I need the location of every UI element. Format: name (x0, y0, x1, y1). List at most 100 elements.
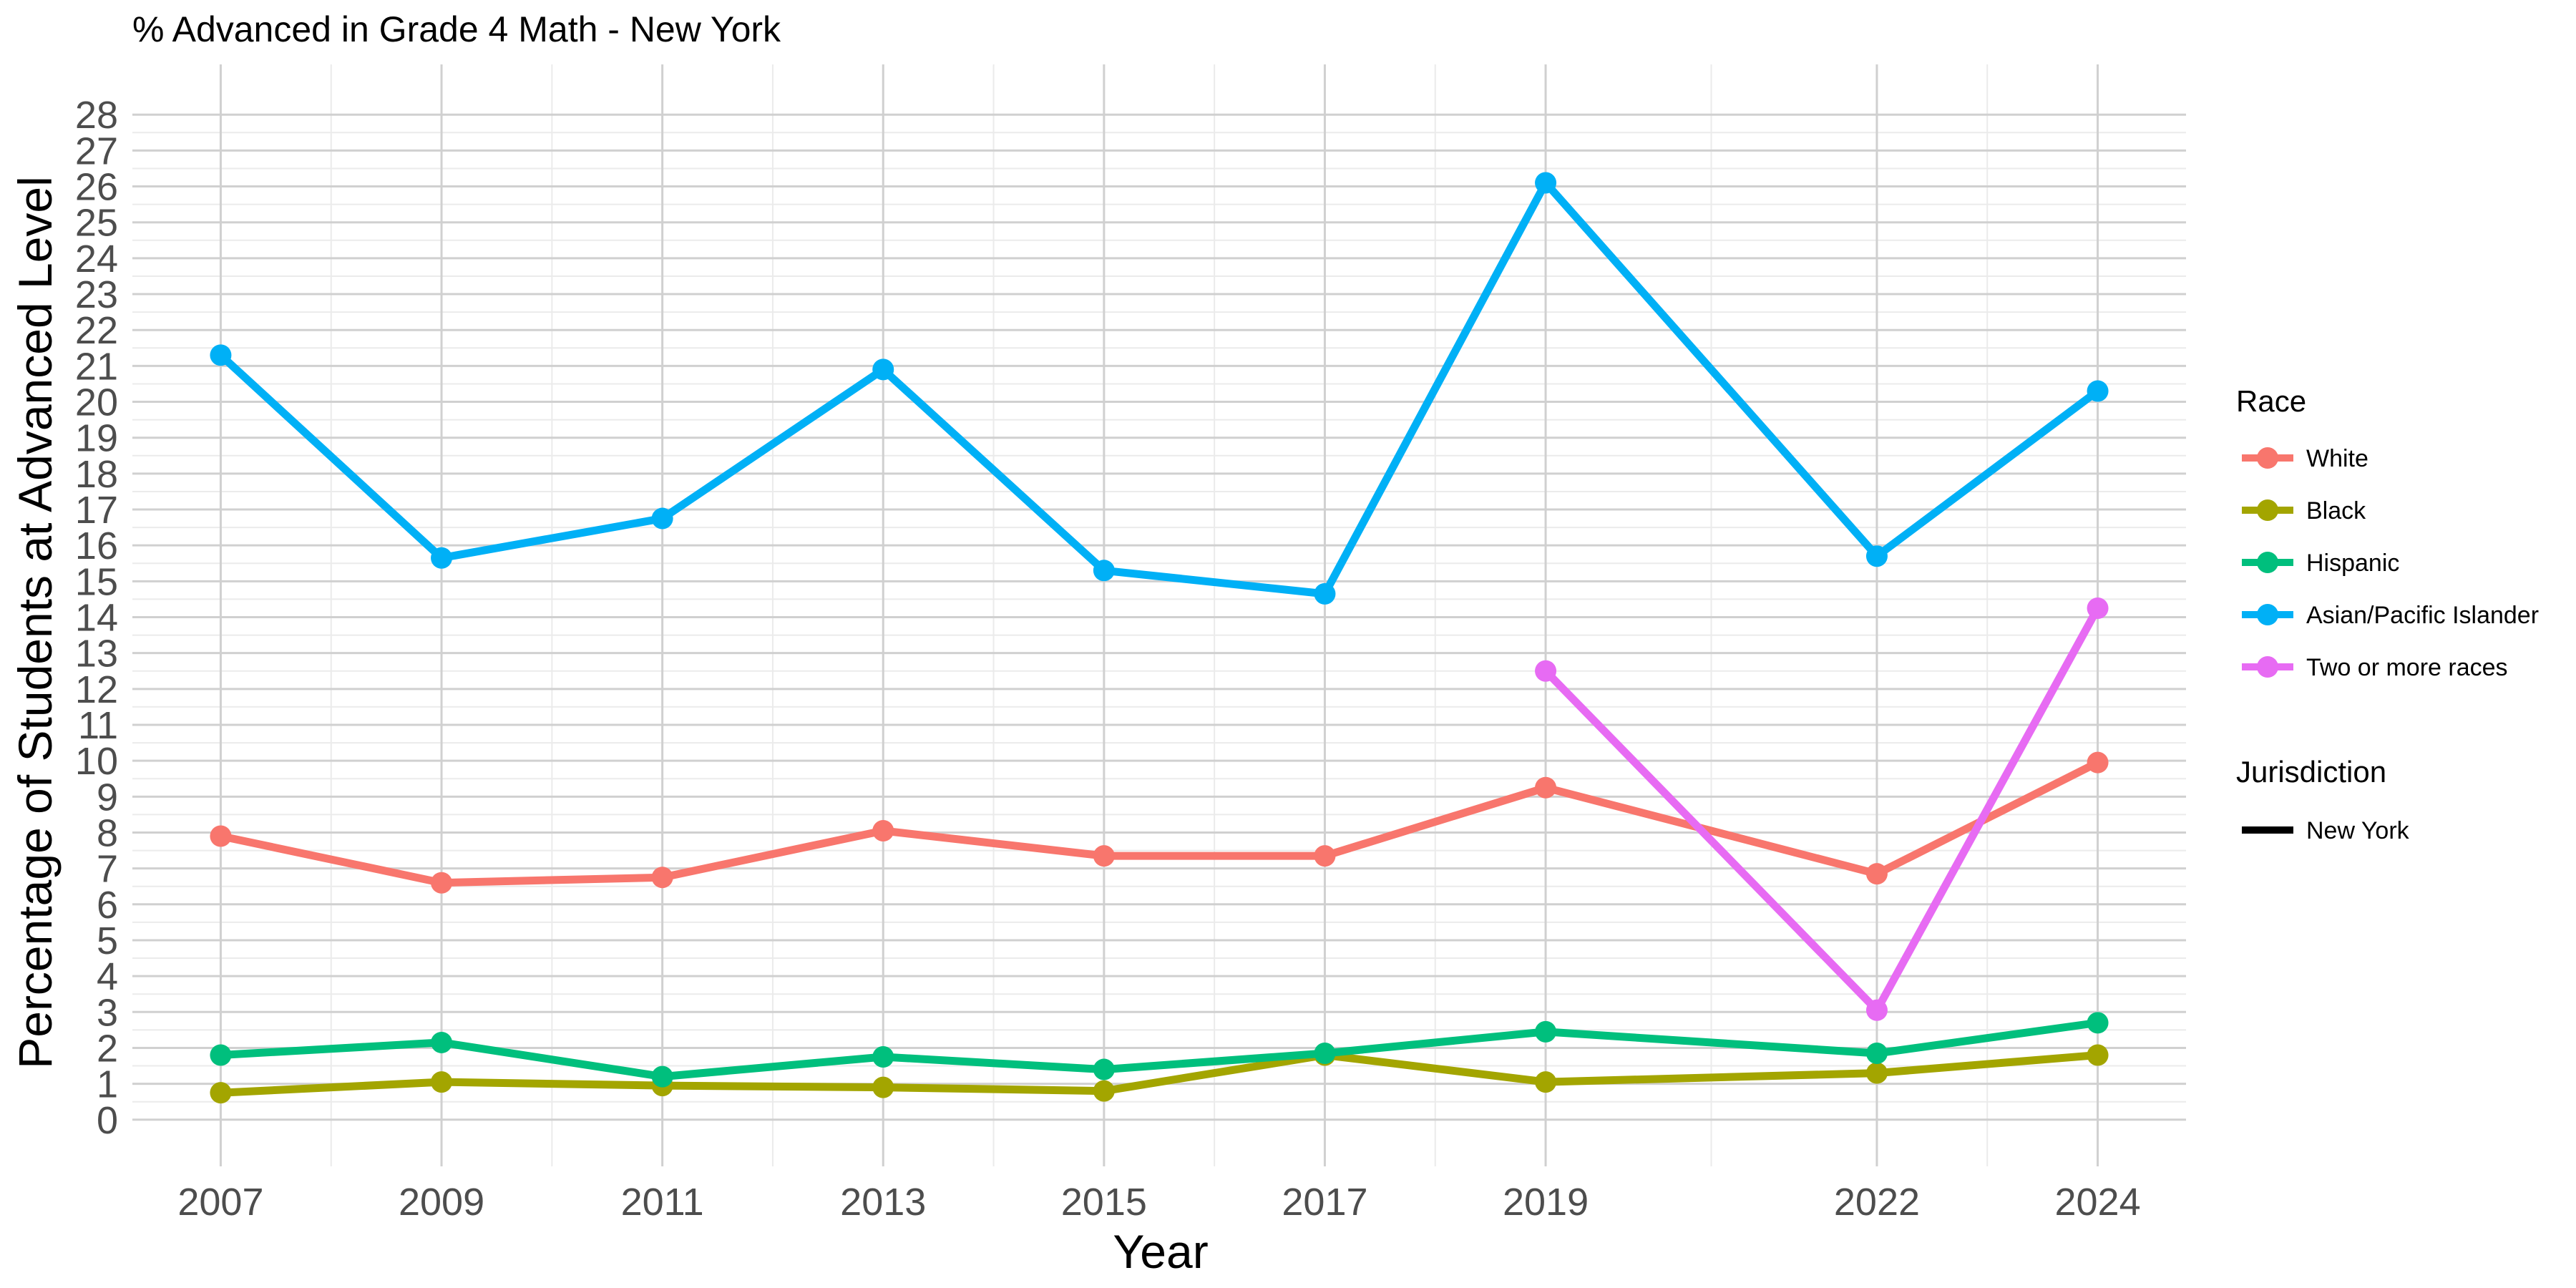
legend-item-asian-pacific-islander: Asian/Pacific Islander (2242, 602, 2539, 629)
legend-key-point (2257, 552, 2278, 573)
data-point-black (1093, 1080, 1115, 1102)
data-point-asian-pacific-islander (1314, 582, 1336, 605)
data-point-asian-pacific-islander (872, 358, 894, 381)
y-tick-label: 8 (97, 811, 118, 854)
legend-label: Hispanic (2306, 550, 2399, 577)
data-point-asian-pacific-islander (1865, 545, 1888, 567)
y-tick-label: 10 (75, 740, 118, 783)
y-tick-label: 22 (75, 309, 118, 352)
data-point-white (651, 867, 673, 889)
legend-title-jurisdiction: Jurisdiction (2236, 755, 2386, 789)
y-tick-label: 16 (75, 525, 118, 567)
data-point-two-or-more-races (1865, 999, 1888, 1021)
data-point-black (431, 1071, 453, 1093)
y-tick-label: 3 (97, 991, 118, 1034)
data-point-hispanic (651, 1065, 673, 1088)
data-point-white (1865, 863, 1888, 885)
y-tick-label: 18 (75, 453, 118, 496)
data-point-hispanic (1314, 1042, 1336, 1064)
data-point-white (1314, 845, 1336, 867)
data-point-hispanic (2087, 1012, 2109, 1034)
y-tick-label: 13 (75, 633, 118, 675)
y-tick-label: 20 (75, 381, 118, 424)
y-tick-label: 25 (75, 202, 118, 245)
data-point-two-or-more-races (1535, 660, 1557, 682)
x-tick-label: 2022 (1834, 1181, 1920, 1224)
legend-label: Black (2306, 497, 2366, 525)
chart-title: % Advanced in Grade 4 Math - New York (132, 9, 781, 49)
legend-key-point (2257, 447, 2278, 469)
data-point-white (1535, 776, 1557, 799)
x-tick-label: 2015 (1061, 1181, 1147, 1224)
x-tick-label: 2013 (840, 1181, 926, 1224)
data-point-two-or-more-races (2087, 597, 2109, 619)
y-tick-label: 4 (97, 955, 118, 998)
legend-item-two-or-more-races: Two or more races (2242, 654, 2508, 681)
data-point-asian-pacific-islander (210, 344, 232, 366)
data-point-hispanic (1865, 1042, 1888, 1064)
x-tick-label: 2007 (177, 1181, 263, 1224)
data-point-asian-pacific-islander (1093, 560, 1115, 582)
legend-key-point (2257, 604, 2278, 625)
data-point-asian-pacific-islander (431, 547, 453, 569)
legend-label: New York (2306, 817, 2410, 844)
y-tick-label: 17 (75, 489, 118, 532)
y-tick-label: 5 (97, 919, 118, 962)
y-tick-label: 15 (75, 560, 118, 603)
x-tick-label: 2019 (1503, 1181, 1589, 1224)
y-tick-label: 6 (97, 884, 118, 927)
data-point-asian-pacific-islander (2087, 380, 2109, 402)
data-point-asian-pacific-islander (651, 507, 673, 530)
series-hispanic (210, 1012, 2109, 1088)
y-tick-label: 28 (75, 94, 118, 137)
y-axis-title: Percentage of Students at Advanced Level (9, 176, 62, 1069)
y-tick-label: 0 (97, 1099, 118, 1142)
x-tick-label: 2024 (2054, 1181, 2140, 1224)
legend-label: White (2306, 445, 2368, 472)
y-tick-label: 9 (97, 776, 118, 819)
legend-item-white: White (2242, 445, 2368, 472)
data-point-hispanic (1093, 1058, 1115, 1080)
data-point-white (872, 819, 894, 841)
y-tick-label: 27 (75, 130, 118, 172)
legend-label: Asian/Pacific Islander (2306, 602, 2539, 629)
data-point-black (872, 1076, 894, 1098)
axes: 0123456789101112131415161718192021222324… (75, 94, 2141, 1224)
data-point-hispanic (872, 1046, 894, 1068)
x-tick-label: 2009 (399, 1181, 484, 1224)
series-two-or-more-races (1535, 597, 2109, 1021)
legend-item-new-york: New York (2242, 817, 2410, 844)
data-point-black (2087, 1044, 2109, 1066)
data-point-black (210, 1082, 232, 1104)
data-point-white (2087, 751, 2109, 774)
y-tick-label: 11 (78, 704, 118, 747)
legend-item-hispanic: Hispanic (2242, 550, 2399, 577)
data-point-asian-pacific-islander (1535, 172, 1557, 194)
y-tick-label: 26 (75, 166, 118, 209)
data-point-black (1865, 1062, 1888, 1084)
y-tick-label: 24 (75, 238, 118, 280)
y-tick-label: 7 (97, 848, 118, 891)
x-tick-label: 2011 (621, 1181, 704, 1224)
series-asian-pacific-islander (210, 172, 2109, 605)
y-tick-label: 2 (97, 1027, 118, 1070)
legend-key-point (2257, 499, 2278, 521)
data-point-hispanic (1535, 1020, 1557, 1043)
legend-item-black: Black (2242, 497, 2366, 525)
legend-title-race: Race (2236, 384, 2306, 418)
y-tick-label: 19 (75, 417, 118, 460)
data-point-black (1535, 1071, 1557, 1093)
y-tick-label: 21 (75, 345, 118, 388)
data-point-white (210, 825, 232, 847)
x-axis-title: Year (1113, 1225, 1208, 1278)
legend-label: Two or more races (2306, 654, 2508, 681)
series-white (210, 751, 2109, 894)
y-tick-label: 23 (75, 273, 118, 316)
legend-key-point (2257, 656, 2278, 678)
x-tick-label: 2017 (1282, 1181, 1367, 1224)
y-tick-label: 1 (97, 1063, 118, 1106)
